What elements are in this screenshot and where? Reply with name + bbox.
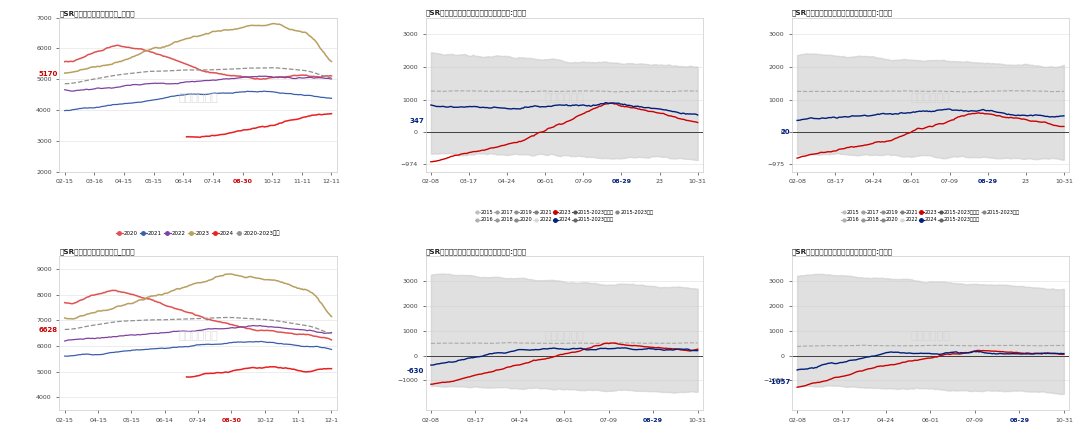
Text: 【SR】配额外进口糖估算价_巴西糖: 【SR】配额外进口糖估算价_巴西糖	[59, 248, 135, 255]
Text: 紫金天风期货: 紫金天风期货	[178, 331, 218, 341]
Text: 347: 347	[409, 118, 424, 124]
Text: -630: -630	[407, 368, 424, 374]
Text: 5170: 5170	[39, 71, 58, 77]
Text: 【SR】配额内进口估算价与郑糖期价价差:巴西糖: 【SR】配额内进口估算价与郑糖期价价差:巴西糖	[426, 10, 527, 16]
Text: 20: 20	[781, 129, 791, 135]
Text: 【SR】配额外进口估算价与柳糖现价价差:巴西糖: 【SR】配额外进口估算价与柳糖现价价差:巴西糖	[426, 248, 527, 255]
Text: 紫金天风期货: 紫金天风期货	[178, 93, 218, 103]
Text: 【SR】配额外进口佐算价与柳糖现价价差:泰国糖: 【SR】配额外进口佐算价与柳糖现价价差:泰国糖	[792, 248, 893, 255]
Text: 【SR】配额内进口估算价与郑糖期价价差:泰国糖: 【SR】配额内进口估算价与郑糖期价价差:泰国糖	[792, 10, 893, 16]
Text: 紫金天风期货: 紫金天风期货	[910, 93, 950, 103]
Legend: 2020, 2021, 2022, 2023, 2024, 2020-2023均值: 2020, 2021, 2022, 2023, 2024, 2020-2023均…	[113, 228, 283, 238]
Text: 紫金天风期货: 紫金天风期货	[910, 331, 950, 341]
Text: 紫金天风期货: 紫金天风期货	[544, 93, 584, 103]
Text: 6628: 6628	[39, 327, 58, 333]
Text: 紫金天风期货: 紫金天风期货	[544, 331, 584, 341]
Legend: 2015, 2016, 2017, 2018, 2019, 2020, 2021, 2022, 2023, 2024, 2015-2023最大値, 2015-2: 2015, 2016, 2017, 2018, 2019, 2020, 2021…	[473, 208, 656, 224]
Text: 【SR】配额内进口糖估算价_巴西糖: 【SR】配额内进口糖估算价_巴西糖	[59, 10, 135, 17]
Legend: 2015, 2016, 2017, 2018, 2019, 2020, 2021, 2022, 2023, 2024, 2015-2023最大値, 2015-2: 2015, 2016, 2017, 2018, 2019, 2020, 2021…	[839, 208, 1022, 224]
Text: -1057: -1057	[768, 379, 791, 385]
